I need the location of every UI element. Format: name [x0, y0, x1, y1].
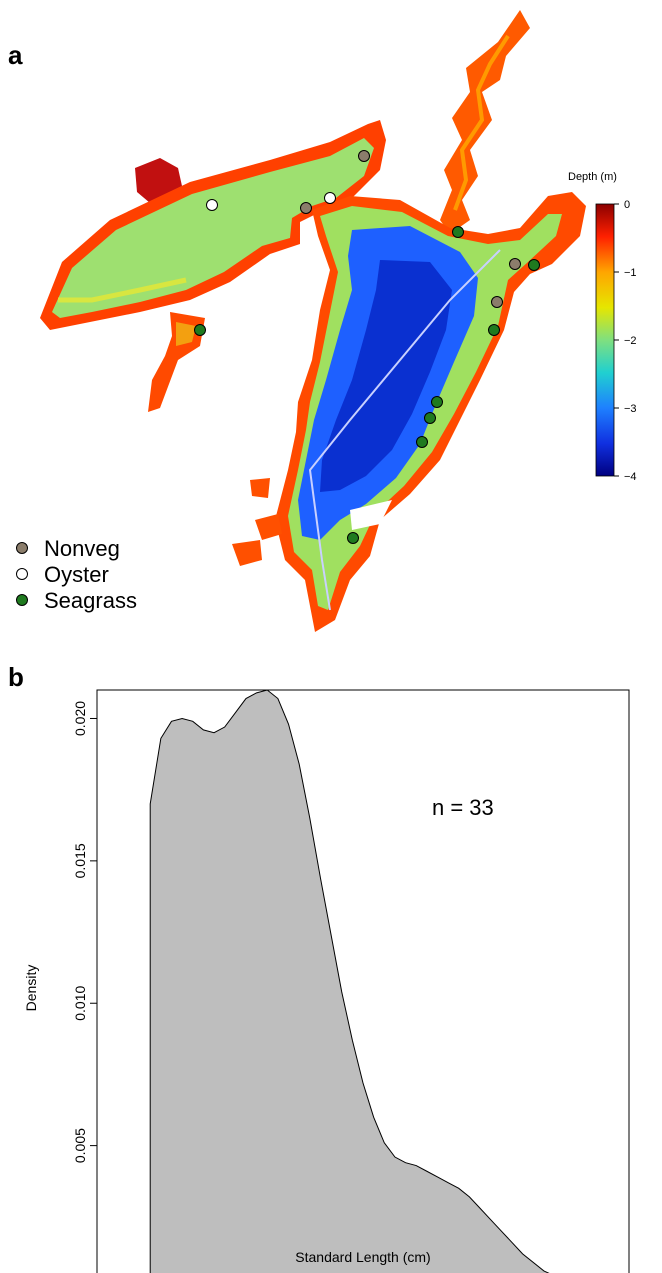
colorbar-tick-label: −2 [624, 335, 637, 347]
colorbar-tick-label: −1 [624, 267, 637, 279]
panel-b-letter: b [8, 662, 24, 692]
legend-label-nonveg: Nonveg [44, 536, 120, 561]
legend-marker-seagrass [16, 594, 28, 606]
colorbar-ticks [614, 203, 619, 477]
legend-label-seagrass: Seagrass [44, 588, 137, 613]
y-tick-label: 0.010 [72, 986, 88, 1021]
colorbar-tick-label: −3 [624, 403, 637, 415]
legend-marker-nonveg [16, 542, 28, 554]
colorbar-tick-label: −4 [624, 471, 637, 483]
legend-label-oyster: Oyster [44, 562, 109, 587]
y-axis-label: Density [23, 965, 39, 1012]
density-area [149, 689, 550, 1273]
sample-size-annotation: n = 33 [432, 795, 494, 820]
colorbar-tick-label: 0 [624, 199, 630, 211]
legend-marker-oyster [16, 568, 28, 580]
map-legend: Nonveg Oyster Seagrass [16, 536, 137, 613]
plot-frame [96, 689, 630, 1273]
river-channel [440, 10, 530, 234]
nw-lobe [52, 138, 374, 318]
y-tick-label: 0.015 [72, 843, 88, 878]
y-axis: 0.005 0.010 0.015 0.020 [72, 701, 97, 1163]
plot-area [149, 689, 550, 1273]
y-tick-label: 0.020 [72, 701, 88, 736]
panel-a-letter: a [8, 40, 23, 70]
bathymetry-map: Depth (m) 0 −1 −2 −3 −4 Nonveg Oyster Se… [16, 10, 637, 632]
x-axis-label: Standard Length (cm) [295, 1249, 430, 1265]
sample-points [194, 150, 540, 544]
y-tick-label: 0.005 [72, 1128, 88, 1163]
colorbar-title: Depth (m) [568, 171, 617, 183]
south-islands [232, 478, 282, 566]
depth-colorbar [595, 203, 615, 477]
